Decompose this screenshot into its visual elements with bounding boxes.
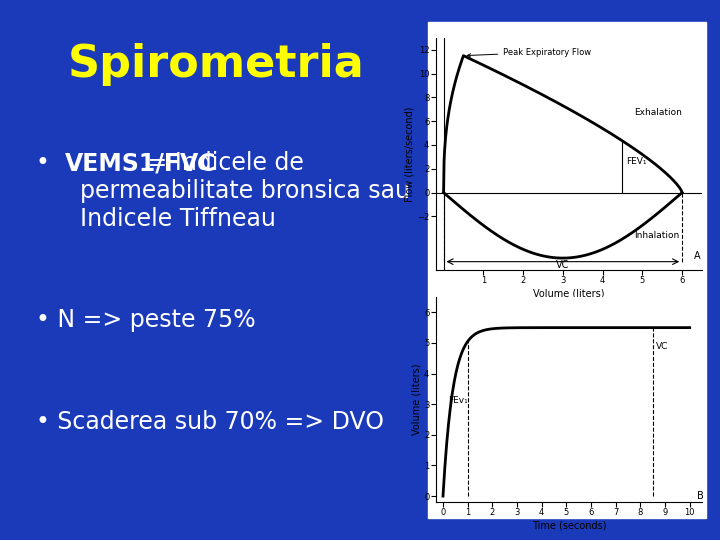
Text: • Scaderea sub 70% => DVO: • Scaderea sub 70% => DVO <box>36 410 384 434</box>
Text: = Indicele de
  permeabilitate bronsica sau
  Indicele Tiffneau: = Indicele de permeabilitate bronsica sa… <box>65 151 410 231</box>
FancyBboxPatch shape <box>428 22 706 518</box>
Text: VC: VC <box>657 342 669 351</box>
Text: VEMS1/FVC: VEMS1/FVC <box>65 151 216 175</box>
Text: Exhalation: Exhalation <box>634 108 683 117</box>
X-axis label: Volume (liters): Volume (liters) <box>533 288 605 298</box>
Text: FEV₁: FEV₁ <box>626 157 647 166</box>
X-axis label: Time (seconds): Time (seconds) <box>531 520 606 530</box>
Text: A: A <box>694 251 701 261</box>
Text: • N => peste 75%: • N => peste 75% <box>36 308 256 332</box>
Text: Inhalation: Inhalation <box>634 231 680 240</box>
Text: Peak Expiratory Flow: Peak Expiratory Flow <box>467 48 591 57</box>
Text: B: B <box>697 491 704 501</box>
Text: FEv₁: FEv₁ <box>448 396 468 406</box>
Text: Spirometria: Spirometria <box>68 43 364 86</box>
Text: VC: VC <box>556 260 570 269</box>
Text: •: • <box>36 151 58 175</box>
Y-axis label: Volume (liters): Volume (liters) <box>411 364 421 435</box>
Y-axis label: Flow (liters/second): Flow (liters/second) <box>405 106 414 201</box>
